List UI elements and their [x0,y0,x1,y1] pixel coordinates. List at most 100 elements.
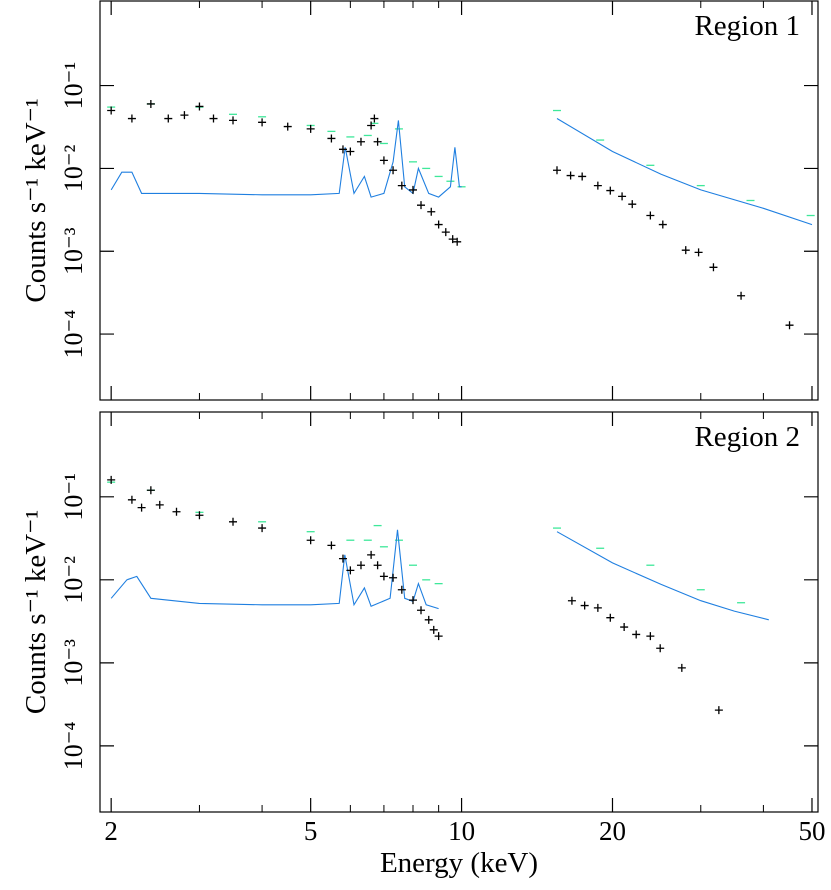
y-tick-label: 10⁻¹ [59,62,88,110]
data-point [137,503,146,512]
data-point [180,111,189,120]
data-point [628,200,637,209]
data-point [107,475,116,484]
model-line [110,120,462,198]
data-point [737,291,746,300]
data-point [427,207,436,216]
data-point [417,201,426,210]
data-point [434,220,443,229]
data-point [785,321,794,330]
model-line [556,118,813,226]
data-point [441,228,450,237]
y-tick-label: 10⁻⁴ [59,310,88,359]
data-point [429,625,438,634]
data-point [127,495,136,504]
data-point [373,137,382,146]
data-point [567,596,576,605]
data-point [448,235,457,244]
data-point [379,156,388,165]
data-point [195,511,204,520]
data-point [453,237,462,246]
y-tick-label: 10⁻² [59,144,88,192]
data-point [408,185,417,194]
data-point [552,166,561,175]
data-point [107,106,116,115]
data-point [327,134,336,143]
data-point [229,116,238,125]
data-point [356,561,365,570]
data-point [146,486,155,495]
data-point [632,630,641,639]
x-tick-label: 10 [448,816,475,846]
data-point [389,573,398,582]
data-point [373,561,382,570]
data-point [417,606,426,615]
y-tick-label: 10⁻¹ [59,473,88,521]
data-point [146,99,155,108]
data-point [356,137,365,146]
x-tick-label: 50 [798,816,825,846]
data-point [367,550,376,559]
data-point [397,181,406,190]
data-point [338,145,347,154]
model-line [556,531,769,621]
data-point [367,121,376,130]
data-point [258,524,267,533]
data-point [327,541,336,550]
data-point [606,186,615,195]
data-point [283,122,292,131]
data-point [580,601,589,610]
data-point [677,663,686,672]
data-point [229,517,238,526]
data-point [424,615,433,624]
data-point [338,554,347,563]
data-point [195,102,204,111]
data-point [646,632,655,641]
x-tick-label: 20 [599,816,626,846]
data-point [408,596,417,605]
y-tick-label: 10⁻³ [59,639,88,687]
x-tick-label: 2 [104,816,118,846]
data-point [155,500,164,509]
data-point [566,171,575,180]
data-point [172,507,181,516]
data-point [389,166,398,175]
data-point [714,706,723,715]
data-point [618,192,627,201]
y-tick-label: 10⁻⁴ [59,722,88,771]
data-point [346,147,355,156]
data-point [593,181,602,190]
data-point [656,644,665,653]
y-axis-label: Counts s⁻¹ keV⁻¹ [20,510,52,714]
data-point [434,632,443,641]
y-tick-label: 10⁻² [59,556,88,604]
data-point [709,263,718,272]
data-point [681,246,690,255]
data-point [370,114,379,123]
data-point [658,220,667,229]
data-point [209,114,218,123]
annotation: Region 1 [694,10,800,42]
y-axis-label: Counts s⁻¹ keV⁻¹ [20,98,52,302]
plot-frame [99,411,819,813]
annotation: Region 2 [694,421,800,453]
data-point [127,114,136,123]
data-point [379,572,388,581]
data-point [258,118,267,127]
data-point [620,623,629,632]
plot-frame [99,0,819,401]
data-point [306,536,315,545]
data-point [606,613,615,622]
data-point [306,124,315,133]
data-point [646,211,655,220]
y-tick-label: 10⁻³ [59,227,88,275]
data-point [164,114,173,123]
data-point [397,585,406,594]
x-axis-label: Energy (keV) [380,847,538,879]
data-point [346,566,355,575]
model-line [110,529,439,610]
data-point [593,603,602,612]
data-point [694,248,703,257]
x-tick-label: 5 [304,816,318,846]
